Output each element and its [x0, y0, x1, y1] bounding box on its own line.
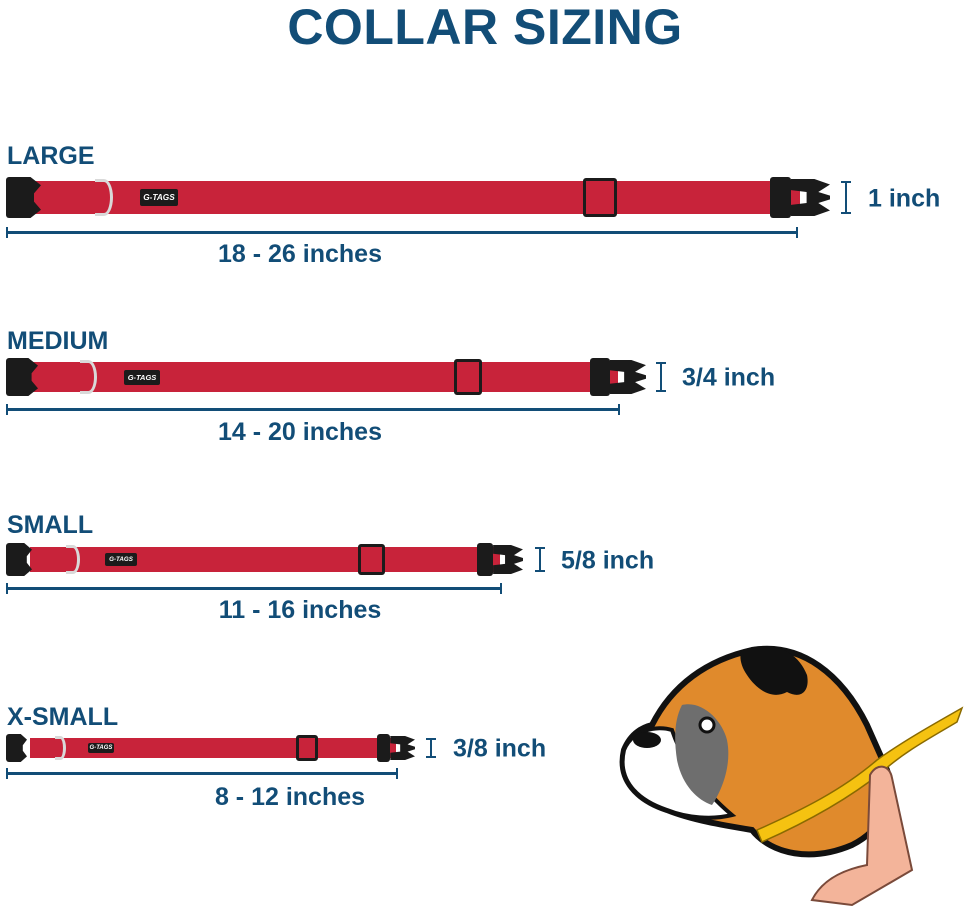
d-ring-icon: [55, 736, 66, 760]
collar-strap: [30, 362, 618, 392]
dog-ear: [740, 646, 808, 695]
d-ring-icon: [95, 179, 113, 216]
brand-tag: G-TAGS: [105, 553, 137, 566]
measuring-tape: [756, 706, 964, 843]
slide-adjuster-icon: [583, 178, 617, 217]
buckle-male-icon: [377, 734, 391, 762]
size-label: LARGE: [7, 142, 95, 170]
buckle-male-icon: [590, 358, 610, 396]
page-title: COLLAR SIZING: [287, 0, 683, 55]
collar-width: 3/4 inch: [682, 363, 776, 392]
width-dimension-marker: [426, 738, 436, 758]
width-dimension-marker: [535, 547, 545, 572]
hand: [810, 765, 914, 907]
collar-width: 5/8 inch: [561, 546, 655, 574]
length-range: 14 - 20 inches: [218, 418, 382, 446]
buckle-male-icon: [770, 177, 791, 218]
collar-width: 1 inch: [868, 184, 941, 212]
width-dimension-marker: [656, 362, 666, 392]
collar-width: 3/8 inch: [453, 734, 547, 763]
length-range: 11 - 16 inches: [218, 596, 382, 624]
size-label: MEDIUM: [7, 327, 109, 355]
size-label: SMALL: [7, 511, 94, 539]
buckle-male-icon: [477, 543, 494, 576]
length-dimension-line: [6, 404, 620, 415]
boxer-dog-measuring-illustration: [619, 645, 964, 907]
d-ring-icon: [66, 545, 80, 574]
length-range: 8 - 12 inches: [214, 783, 366, 811]
collar-strap: [30, 547, 500, 572]
brand-tag: G-TAGS: [124, 369, 160, 385]
length-dimension-line: [6, 227, 798, 238]
buckle-female-icon: [6, 734, 27, 762]
length-dimension-line: [6, 768, 398, 779]
d-ring-icon: [80, 360, 97, 394]
slide-adjuster-icon: [358, 544, 385, 575]
collar-strap: [30, 738, 396, 758]
brand-tag: G-TAGS: [140, 189, 178, 206]
width-dimension-marker: [841, 181, 851, 214]
size-label: X-SMALL: [7, 703, 119, 731]
brand-tag: G-TAGS: [88, 743, 114, 753]
buckle-female-icon: [6, 543, 32, 576]
length-range: 18 - 26 inches: [218, 240, 382, 268]
slide-adjuster-icon: [296, 735, 318, 761]
slide-adjuster-icon: [454, 359, 482, 395]
length-dimension-line: [6, 583, 502, 594]
